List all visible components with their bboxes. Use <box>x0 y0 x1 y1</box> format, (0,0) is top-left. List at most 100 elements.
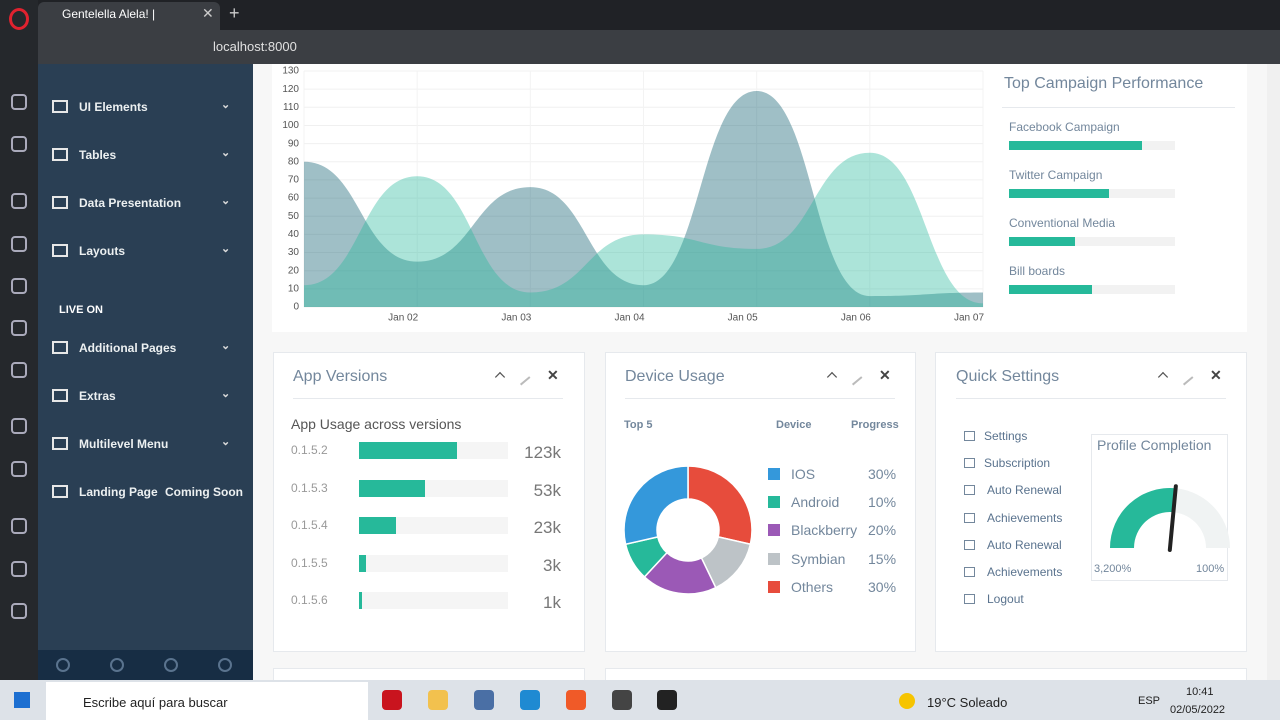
sidebar-app[interactable] <box>11 603 27 619</box>
progress-bar <box>1009 141 1142 150</box>
device-name: IOS <box>791 466 816 482</box>
nav-icon <box>52 148 68 161</box>
nav-item[interactable]: UI Elements ⌄ <box>38 96 253 120</box>
settings-link[interactable]: Achievements <box>987 510 1063 525</box>
column-header: Device <box>776 419 812 431</box>
progress-track <box>1009 285 1175 294</box>
y-tick-label: 130 <box>282 66 299 77</box>
taskbar-app[interactable] <box>566 690 586 710</box>
settings-link[interactable]: Auto Renewal <box>987 483 1062 498</box>
campaign-name: Facebook Campaign <box>1009 120 1120 134</box>
search-box[interactable] <box>46 682 368 720</box>
progress-track <box>1009 189 1175 198</box>
sidebar-app[interactable] <box>11 236 27 252</box>
tab-close[interactable]: ✕ <box>202 5 214 21</box>
sidebar-footer <box>38 650 253 680</box>
y-tick-label: 80 <box>288 156 300 167</box>
device-name: Others <box>791 578 834 595</box>
settings-link[interactable]: Logout <box>987 592 1024 607</box>
footer-icon[interactable] <box>110 658 124 672</box>
y-tick-label: 110 <box>283 102 299 113</box>
section-label: LIVE ON <box>59 304 104 316</box>
nav-item[interactable]: Additional Pages ⌄ <box>38 337 253 361</box>
footer-icon[interactable] <box>164 658 178 672</box>
taskbar-app[interactable] <box>382 690 402 710</box>
tab[interactable] <box>38 2 220 30</box>
gauge-max: 100% <box>1196 563 1225 575</box>
nav-label: UI Elements <box>79 100 148 114</box>
nav-item[interactable]: Multilevel Menu ⌄ <box>38 433 253 457</box>
sidebar-app[interactable] <box>11 561 27 577</box>
weather: 19°C Soleado <box>927 695 1008 710</box>
nav-icon <box>52 100 68 113</box>
area-series <box>304 90 983 307</box>
close-icon[interactable]: ✕ <box>879 367 891 383</box>
weather-icon <box>899 693 915 709</box>
progress-track <box>359 517 508 534</box>
language: ESP <box>1138 695 1161 707</box>
device-name: Android <box>791 494 840 511</box>
y-tick-label: 50 <box>288 211 300 222</box>
subtitle: App Usage across versions <box>291 416 462 432</box>
taskbar-app[interactable] <box>612 690 632 710</box>
taskbar-app[interactable] <box>474 690 494 710</box>
device-percent: 10% <box>868 494 897 511</box>
nav-item[interactable]: Extras ⌄ <box>38 385 253 409</box>
nav-item[interactable]: Landing Page Coming Soon <box>38 481 253 505</box>
legend-swatch <box>768 580 780 593</box>
taskbar-app[interactable] <box>657 690 677 710</box>
sidebar-app[interactable] <box>11 193 27 209</box>
settings-link[interactable]: Subscription <box>984 456 1051 471</box>
sidebar-app[interactable] <box>11 518 27 534</box>
clock-date: 02/05/2022 <box>1170 704 1226 716</box>
url[interactable]: localhost:8000 <box>213 39 297 54</box>
new-tab[interactable]: + <box>229 3 240 23</box>
version-label: 0.1.5.3 <box>291 480 328 495</box>
settings-link[interactable]: Achievements <box>987 565 1063 579</box>
nav-item[interactable]: Data Presentation ⌄ <box>38 192 253 216</box>
taskbar-app[interactable] <box>520 690 540 710</box>
donut-slice <box>687 465 753 546</box>
nav-label: Additional Pages <box>79 341 177 355</box>
footer-icon[interactable] <box>218 658 232 672</box>
sidebar-app[interactable] <box>11 278 27 294</box>
close-icon[interactable]: ✕ <box>547 367 559 383</box>
nav-item[interactable]: Layouts ⌄ <box>38 240 253 264</box>
nav-chevron: ⌄ <box>221 195 231 207</box>
gauge-value <box>1110 488 1176 548</box>
settings-link[interactable]: Auto Renewal <box>987 537 1062 552</box>
nav-item[interactable]: Tables ⌄ <box>38 144 253 168</box>
donut-chart <box>623 465 753 595</box>
taskbar-app[interactable] <box>428 690 448 710</box>
nav-chevron: ⌄ <box>221 99 231 111</box>
settings-link[interactable]: Settings <box>984 429 1028 443</box>
sidebar-app[interactable] <box>11 418 27 434</box>
sidebar-app[interactable] <box>11 136 27 152</box>
divider <box>956 398 1226 399</box>
opera-sidebar <box>0 0 38 680</box>
panel-title: Device Usage <box>625 368 725 385</box>
nav-chevron: ⌄ <box>221 243 231 255</box>
nav-icon <box>52 244 68 257</box>
progress-bar <box>1009 189 1109 198</box>
settings-item-icon <box>964 512 975 523</box>
clock-time: 10:41 <box>1186 686 1214 698</box>
y-tick-label: 60 <box>288 193 300 204</box>
version-label: 0.1.5.5 <box>291 555 328 570</box>
sidebar-app[interactable] <box>11 320 27 336</box>
gauge-needle <box>1167 484 1178 552</box>
gauge-min: 3,200% <box>1094 563 1132 575</box>
progress-bar <box>1009 237 1076 246</box>
sidebar-app[interactable] <box>11 461 27 477</box>
progress-bar <box>359 592 362 609</box>
sidebar-app[interactable] <box>11 362 27 378</box>
start-button[interactable] <box>14 692 30 708</box>
opera-logo[interactable] <box>9 8 29 30</box>
sidebar-app[interactable] <box>11 94 27 110</box>
y-tick-label: 30 <box>288 247 300 258</box>
close-icon[interactable]: ✕ <box>1210 367 1222 383</box>
device-percent: 15% <box>868 550 897 567</box>
footer-icon[interactable] <box>56 658 70 672</box>
scrollbar[interactable] <box>1267 64 1280 680</box>
